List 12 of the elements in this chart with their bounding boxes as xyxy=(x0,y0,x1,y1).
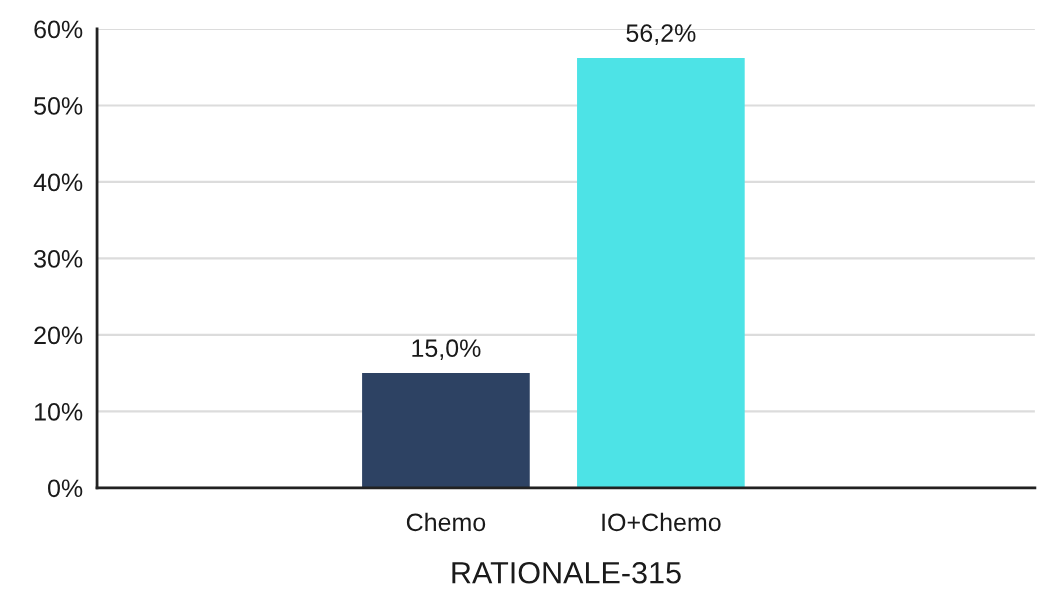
x-tick-label: IO+Chemo xyxy=(602,512,721,532)
x-tick-label: Chemo xyxy=(406,512,486,532)
y-tick-label: 60% xyxy=(34,20,83,39)
y-tick-label: 50% xyxy=(34,97,83,115)
data-label: 15,0% xyxy=(412,339,481,361)
y-tick-label: 0% xyxy=(48,479,83,498)
data-label: 56,2% xyxy=(626,24,696,45)
y-tick-label: 40% xyxy=(33,173,83,192)
y-tick-label: 10% xyxy=(35,402,83,421)
x-axis-title: RATIONALE-315 xyxy=(452,561,681,584)
y-tick-label: 20% xyxy=(34,326,83,345)
y-tick-label: 30% xyxy=(34,249,83,268)
